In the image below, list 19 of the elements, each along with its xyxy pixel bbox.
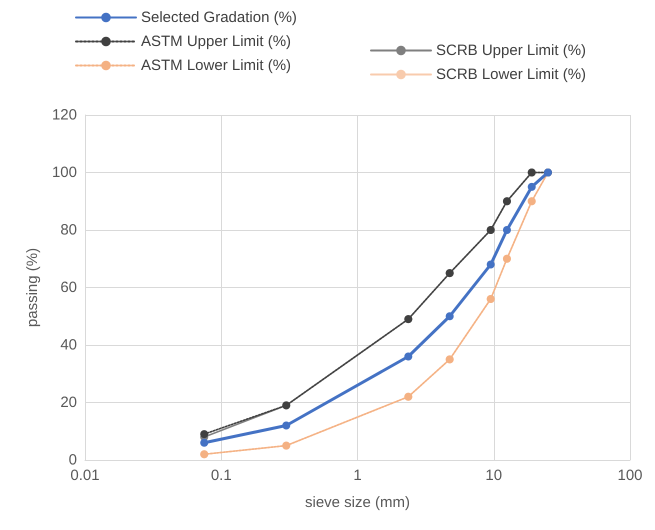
legend-label: ASTM Upper Limit (%) (141, 33, 292, 50)
y-tick-label: 60 (60, 279, 77, 296)
y-tick-label: 100 (52, 164, 77, 181)
y-axis-title: passing (%) (24, 248, 41, 328)
x-tick-label: 0.01 (70, 467, 100, 484)
legend-label: Selected Gradation (%) (141, 9, 297, 26)
x-axis-title: sieve size (mm) (304, 494, 410, 511)
y-tick-label: 40 (60, 336, 77, 354)
x-tick-label: 1 (353, 467, 362, 484)
legend-label: SCRB Upper Limit (%) (436, 42, 586, 59)
y-tick-label: 20 (60, 394, 77, 411)
legend-label: SCRB Lower Limit (%) (436, 66, 586, 83)
x-tick-label: 0.1 (210, 467, 232, 484)
x-tick-label: 100 (617, 467, 643, 484)
y-tick-label: 80 (60, 222, 77, 238)
legend-label: ASTM Lower Limit (%) (141, 57, 292, 74)
y-tick-label: 0 (68, 452, 77, 468)
x-tick-label: 10 (485, 467, 502, 484)
y-tick-label: 120 (52, 106, 77, 124)
